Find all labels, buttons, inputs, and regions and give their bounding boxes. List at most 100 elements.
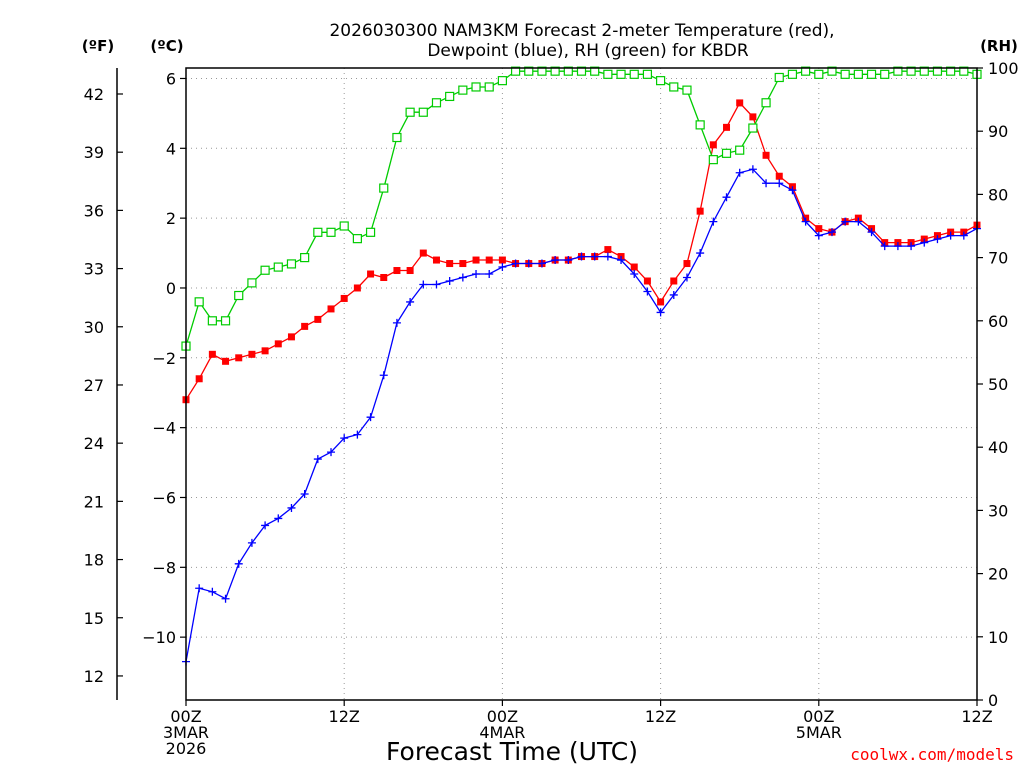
rh-point [550, 66, 560, 76]
dewpoint-point [406, 297, 415, 306]
rh-point [405, 107, 415, 117]
dewpoint-point [920, 238, 929, 247]
dewpoint-point [432, 280, 441, 289]
temperature-point [274, 340, 282, 348]
dewpoint-point [696, 249, 705, 258]
fahrenheit-tick-label: 33 [84, 260, 104, 279]
rh-point [814, 69, 824, 79]
dewpoint-point [353, 430, 362, 439]
dewpoint-point [946, 231, 955, 240]
dewpoint-point [300, 489, 309, 498]
dewpoint-point [617, 256, 626, 265]
temperature-point [670, 277, 678, 285]
rh-point [669, 82, 679, 92]
dewpoint-point [221, 594, 230, 603]
dewpoint-point [366, 413, 375, 422]
rh-point [392, 132, 402, 143]
celsius-tick-label: 2 [166, 209, 176, 228]
dewpoint-point [195, 584, 204, 593]
temperature-point [657, 298, 665, 306]
rh-point [458, 85, 468, 95]
celsius-tick-label: −6 [152, 488, 176, 507]
rh-point [445, 91, 455, 102]
x-tick-label: 3MAR [163, 723, 209, 742]
temperature-point [222, 357, 230, 365]
rh-point [682, 85, 692, 95]
rh-unit-label: (RH) [980, 37, 1018, 55]
celsius-tick-label: −10 [142, 628, 176, 647]
fahrenheit-tick-label: 36 [84, 201, 104, 220]
dewpoint-point [419, 280, 428, 289]
rh-point [906, 66, 916, 76]
rh-point [840, 69, 850, 79]
rh-point [827, 66, 837, 76]
rh-point [893, 66, 903, 76]
fahrenheit-unit-label: (ºF) [82, 37, 114, 55]
rh-point [431, 98, 442, 108]
dewpoint-point [485, 270, 494, 279]
rh-point [655, 76, 666, 86]
temperature-point [604, 246, 612, 254]
rh-point [379, 183, 389, 193]
rh-point [220, 316, 231, 326]
celsius-tick-label: −2 [152, 349, 176, 368]
celsius-unit-label: (ºC) [150, 37, 183, 55]
dewpoint-point [379, 371, 388, 380]
temperature-point [261, 347, 269, 355]
temperature-point [498, 256, 506, 264]
rh-point [761, 98, 771, 108]
dewpoint-point [841, 217, 850, 226]
x-axis-label: Forecast Time (UTC) [386, 737, 638, 766]
rh-point [866, 69, 877, 79]
chart-title-line-2: Dewpoint (blue), RH (green) for KBDR [427, 41, 748, 61]
rh-point [708, 155, 718, 165]
temperature-point [208, 350, 216, 358]
dewpoint-point [788, 186, 797, 195]
grid-lines [186, 68, 977, 700]
temperature-point [736, 99, 744, 107]
dewpoint-point [893, 242, 902, 251]
rh-point [207, 316, 217, 326]
rh-point [247, 278, 257, 288]
temperature-point [723, 123, 731, 131]
rh-point [273, 262, 283, 272]
dewpoint-point [748, 165, 757, 174]
rh-point [774, 72, 784, 83]
dewpoint-point [827, 228, 836, 237]
dewpoint-point [603, 252, 612, 261]
series-rh [181, 66, 982, 351]
fahrenheit-tick-label: 39 [84, 143, 104, 162]
dewpoint-point [208, 587, 217, 596]
rh-point [801, 66, 811, 76]
dewpoint-point [327, 448, 336, 457]
rh-point [194, 297, 204, 307]
temperature-point [367, 270, 375, 278]
rh-point [497, 76, 507, 86]
rh-point [603, 69, 613, 79]
temperature-point [683, 260, 691, 268]
dewpoint-point [656, 308, 665, 317]
rh-point [510, 66, 521, 76]
plot-frame [185, 67, 978, 701]
dewpoint-point [577, 252, 586, 261]
temperature-point [775, 172, 783, 180]
rh-tick-label: 0 [988, 691, 998, 710]
rh-point [537, 66, 547, 76]
dewpoint-point [564, 256, 573, 265]
rh-point [352, 234, 362, 244]
dewpoint-point [524, 259, 533, 268]
fahrenheit-tick-label: 30 [84, 318, 104, 337]
temperature-point [446, 260, 454, 268]
rh-point [629, 69, 639, 79]
dewpoint-point [814, 231, 823, 240]
fahrenheit-tick-label: 42 [84, 85, 104, 104]
dewpoint-point [775, 179, 784, 188]
fahrenheit-tick-label: 15 [84, 609, 104, 628]
dewpoint-point [537, 259, 546, 268]
x-tick-label: 00Z [487, 707, 518, 726]
rh-tick-label: 100 [988, 59, 1019, 78]
temperature-point [406, 267, 414, 275]
temperature-point [643, 277, 651, 285]
rh-point [471, 82, 481, 92]
temperature-point [749, 113, 757, 121]
